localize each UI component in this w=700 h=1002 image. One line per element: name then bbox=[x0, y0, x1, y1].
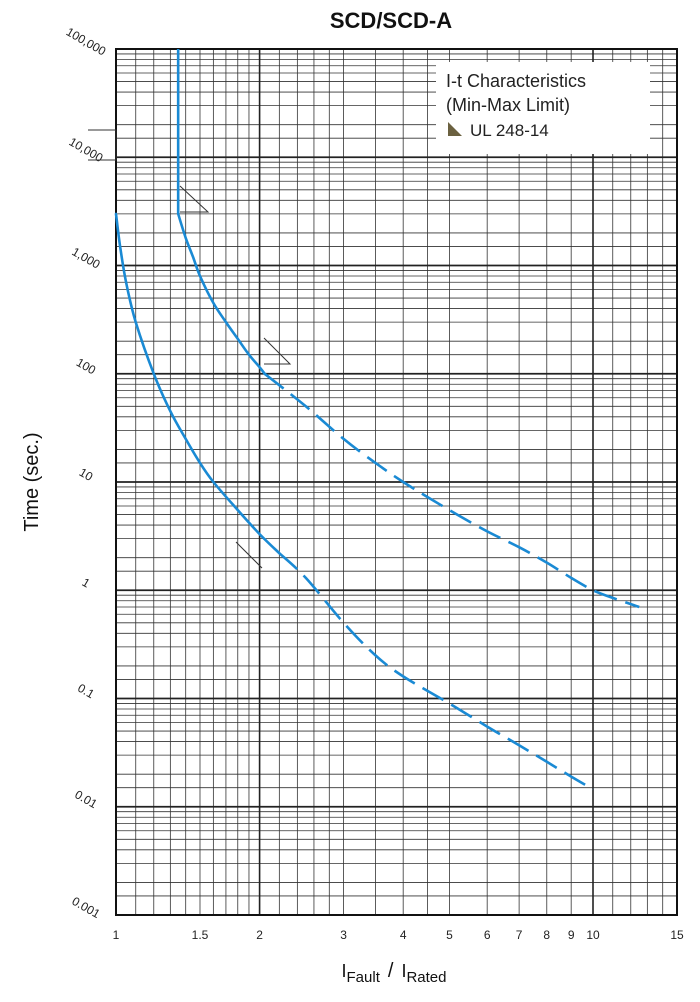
y-axis-label: Time (sec.) bbox=[21, 432, 43, 531]
max-limit-solid-curve bbox=[176, 212, 266, 376]
tolerance-brackets bbox=[88, 129, 292, 569]
x-tick-label: 1 bbox=[113, 928, 120, 942]
bracket-mark-4 bbox=[235, 541, 263, 569]
y-tick-label: 1 bbox=[80, 575, 93, 591]
x-tick-label: 2 bbox=[256, 928, 263, 942]
y-tick-label: 0.01 bbox=[72, 787, 100, 811]
curves bbox=[114, 49, 640, 791]
max-limit-dashed-curve bbox=[263, 372, 640, 609]
legend-line-3: UL 248-14 bbox=[470, 121, 549, 140]
bracket-mark-2 bbox=[179, 185, 210, 213]
y-tick-label: 10,000 bbox=[67, 135, 106, 166]
x-tick-label: 1.5 bbox=[192, 928, 209, 942]
x-label-i-fault: I bbox=[342, 961, 347, 981]
min-limit-dashed-curve bbox=[278, 552, 594, 791]
x-tick-label: 5 bbox=[446, 928, 453, 942]
x-tick-label: 8 bbox=[543, 928, 550, 942]
legend-line-2: (Min-Max Limit) bbox=[446, 95, 570, 115]
y-tick-label: 1,000 bbox=[69, 244, 102, 271]
x-label-i-rated: I bbox=[401, 961, 406, 981]
y-tick-labels: 0.001 0.01 0.1 1 10 100 1,000 10,000 100,000 bbox=[64, 25, 109, 922]
y-tick-label: 0.1 bbox=[75, 681, 97, 702]
bracket-mark-1 bbox=[88, 129, 117, 161]
x-tick-labels: 1 1.5 2 3 4 5 6 7 8 9 10 15 bbox=[113, 928, 684, 942]
y-tick-label: 100,000 bbox=[64, 25, 109, 59]
x-tick-label: 4 bbox=[400, 928, 407, 942]
x-label-sub-fault: Fault bbox=[347, 969, 381, 986]
y-tick-label: 0.001 bbox=[69, 894, 102, 921]
x-label-sub-rated: Rated bbox=[406, 969, 446, 986]
y-tick-label: 10 bbox=[77, 465, 96, 484]
x-axis-label: IFault / IRated bbox=[342, 960, 447, 986]
plot-frame bbox=[115, 48, 678, 916]
bracket-mark-3 bbox=[263, 337, 292, 365]
y-tick-label: 100 bbox=[74, 355, 99, 377]
x-tick-label: 10 bbox=[586, 928, 600, 942]
legend-marker-icon bbox=[448, 122, 462, 136]
min-limit-solid-curve bbox=[114, 212, 281, 555]
x-tick-label: 7 bbox=[516, 928, 523, 942]
legend-line-1: I-t Characteristics bbox=[446, 71, 586, 91]
chart-title: SCD/SCD-A bbox=[330, 8, 452, 33]
x-tick-label: 6 bbox=[484, 928, 491, 942]
x-tick-label: 9 bbox=[568, 928, 575, 942]
x-label-slash: / bbox=[388, 960, 394, 982]
legend-box bbox=[436, 62, 650, 154]
x-tick-label: 15 bbox=[670, 928, 684, 942]
x-tick-label: 3 bbox=[340, 928, 347, 942]
